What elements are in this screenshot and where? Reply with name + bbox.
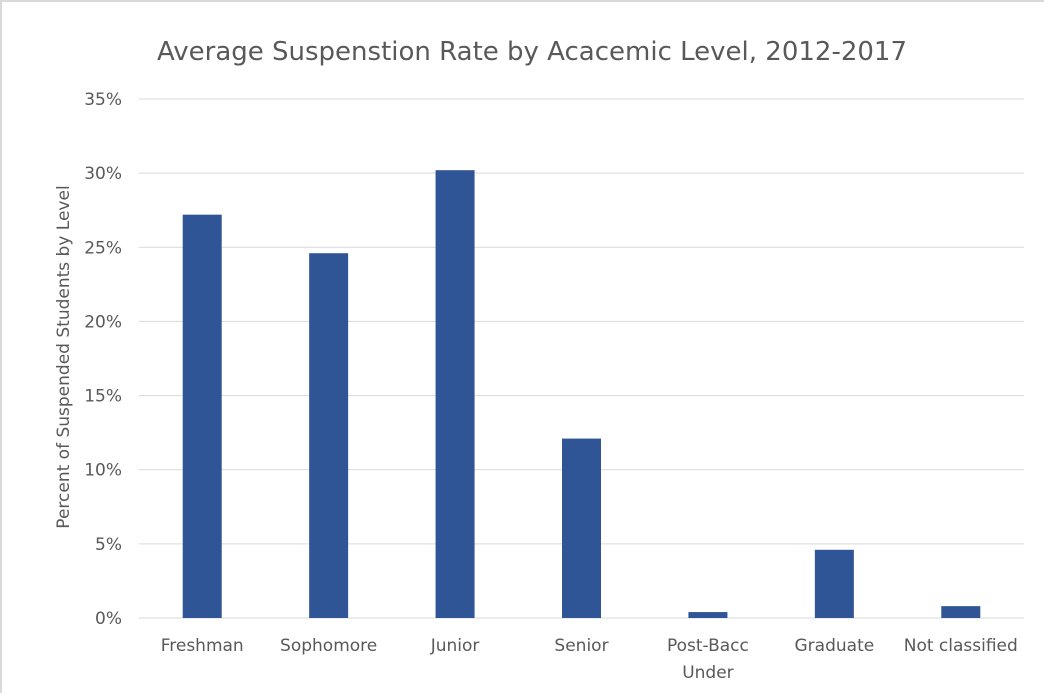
- x-category-label-line: Graduate: [795, 636, 875, 656]
- y-axis-tick-labels: 0% 5% 10% 15% 20% 25% 30% 35%: [84, 90, 122, 629]
- bar-graduate: [814, 549, 854, 618]
- x-category-label: Junior: [430, 636, 480, 656]
- y-tick-label: 35%: [84, 90, 122, 110]
- bars: [182, 170, 981, 619]
- x-category-label: Freshman: [161, 636, 244, 656]
- y-tick-label: 25%: [84, 238, 122, 258]
- y-tick-label: 5%: [95, 535, 122, 555]
- bar-junior: [435, 170, 475, 619]
- x-category-label-line: Junior: [430, 636, 480, 656]
- bar-freshman: [182, 214, 222, 619]
- y-tick-label: 0%: [95, 609, 122, 629]
- x-category-label-line: Freshman: [161, 636, 244, 656]
- y-tick-label: 20%: [84, 312, 122, 332]
- bar-senior: [562, 438, 601, 618]
- x-category-label: Graduate: [795, 636, 875, 656]
- y-axis-title: Percent of Suspended Students by Level: [54, 185, 74, 528]
- x-category-label-line: Senior: [554, 636, 608, 656]
- bar-not-classified: [941, 606, 981, 618]
- x-category-label: Senior: [554, 636, 608, 656]
- bar-post-bacc-under: [688, 612, 728, 618]
- x-category-label: Not classified: [904, 636, 1018, 656]
- x-category-label-line: Not classified: [904, 636, 1018, 656]
- y-tick-label: 10%: [84, 461, 122, 481]
- x-category-label: Sophomore: [280, 636, 377, 656]
- x-category-label-line: Sophomore: [280, 636, 377, 656]
- chart-title: Average Suspenstion Rate by Acacemic Lev…: [157, 37, 907, 67]
- x-category-label-line: Post-Bacc: [667, 636, 749, 656]
- bar-sophomore: [309, 253, 349, 618]
- y-tick-label: 15%: [84, 387, 122, 407]
- x-category-label: Post-Bacc Under: [667, 636, 749, 683]
- x-category-label-line: Under: [682, 663, 733, 683]
- y-tick-label: 30%: [84, 164, 122, 184]
- x-axis-category-labels: Freshman Sophomore Junior Senior Post-Bacc Un…: [161, 636, 1018, 683]
